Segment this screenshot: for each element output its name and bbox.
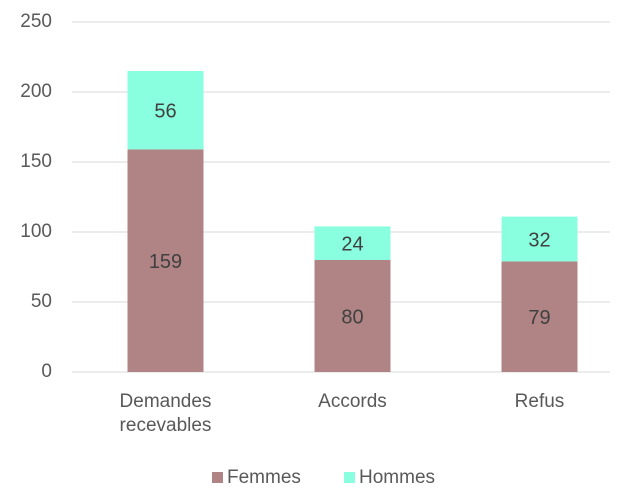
data-label: 80 — [341, 306, 363, 328]
y-tick-label: 200 — [20, 81, 52, 102]
y-tick-label: 150 — [20, 151, 52, 172]
legend-label: Femmes — [227, 467, 301, 488]
legend-swatch — [212, 472, 223, 483]
bar-segment — [314, 226, 391, 260]
data-label: 159 — [149, 251, 182, 273]
bar-segment — [501, 216, 578, 262]
x-tick-label: Refus — [515, 391, 565, 412]
x-tick-label: Accords — [318, 391, 387, 412]
legend-label: Hommes — [359, 467, 435, 488]
bar-segment — [127, 71, 204, 150]
y-tick-label: 100 — [20, 221, 52, 242]
bar-segment — [127, 149, 204, 372]
data-label: 79 — [528, 307, 550, 329]
bar-segment — [314, 260, 391, 372]
legend-swatch — [344, 472, 355, 483]
y-tick-label: 250 — [20, 11, 52, 32]
data-label: 56 — [154, 100, 176, 122]
bar-segment — [501, 261, 578, 372]
x-tick-label: Demandes recevables — [120, 391, 212, 436]
data-label: 24 — [341, 233, 363, 255]
data-label: 32 — [528, 229, 550, 251]
y-tick-label: 0 — [41, 361, 52, 382]
y-tick-label: 50 — [31, 291, 52, 312]
